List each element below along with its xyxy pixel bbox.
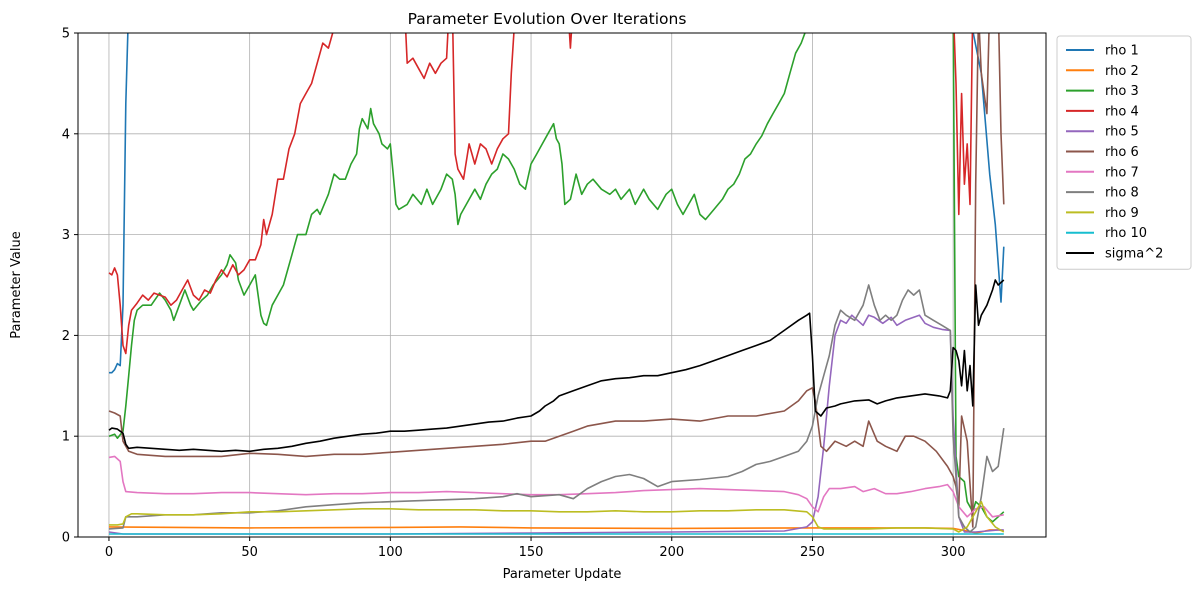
- legend-label: rho 8: [1105, 186, 1139, 201]
- legend-box: [1056, 35, 1192, 270]
- legend-label: rho 7: [1105, 165, 1139, 180]
- series-group: [108, 33, 1005, 535]
- y-tick-label: 2: [62, 329, 70, 344]
- legend-label: rho 5: [1105, 125, 1139, 140]
- series-line: [108, 279, 1005, 453]
- ticks: 0 50 100 150 200 250 300 0 1 2 3 4 5: [62, 27, 966, 561]
- series-line: [108, 33, 1005, 523]
- series-line: [108, 284, 1005, 533]
- x-tick-label: 300: [941, 545, 966, 560]
- x-tick-label: 200: [659, 545, 684, 560]
- x-tick-label: 50: [241, 545, 258, 560]
- legend-label: rho 10: [1105, 226, 1147, 241]
- legend-label: rho 1: [1105, 44, 1139, 59]
- y-tick-label: 5: [62, 27, 70, 42]
- y-tick-label: 0: [62, 531, 70, 546]
- legend-label: rho 2: [1105, 64, 1139, 79]
- x-tick-label: 250: [800, 545, 825, 560]
- plot-frame: [77, 32, 1047, 538]
- series-line: [109, 33, 1005, 374]
- legend-label: rho 4: [1105, 104, 1139, 119]
- legend-label: rho 6: [1105, 145, 1139, 160]
- series-line: [109, 500, 1005, 533]
- x-tick-label: 150: [519, 545, 544, 560]
- chart-title: Parameter Evolution Over Iterations: [408, 10, 687, 28]
- legend: rho 1 rho 2 rho 3 rho 4 rho 5 rho 6 rho 7 rho 8…: [1056, 35, 1192, 270]
- legend-label: sigma^2: [1105, 247, 1163, 262]
- x-tick-label: 100: [378, 545, 403, 560]
- legend-label: rho 9: [1105, 206, 1139, 221]
- x-axis-label: Parameter Update: [503, 567, 622, 582]
- y-tick-label: 3: [62, 228, 70, 243]
- x-tick-label: 0: [105, 545, 113, 560]
- legend-label: rho 3: [1105, 84, 1139, 99]
- series-line: [108, 33, 974, 355]
- series-line: [108, 33, 1005, 528]
- y-axis-label: Parameter Value: [9, 231, 24, 338]
- y-tick-label: 1: [62, 430, 70, 445]
- series-line: [108, 455, 1004, 518]
- y-tick-label: 4: [62, 127, 70, 142]
